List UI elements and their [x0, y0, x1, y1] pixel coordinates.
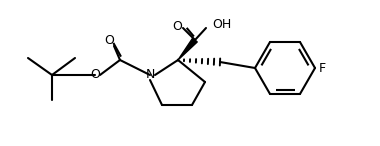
Text: O: O	[90, 68, 100, 81]
Polygon shape	[178, 38, 197, 60]
Text: F: F	[319, 61, 326, 74]
Text: N: N	[145, 68, 155, 81]
Text: O: O	[172, 20, 182, 33]
Text: OH: OH	[212, 19, 231, 32]
Text: O: O	[104, 34, 114, 47]
